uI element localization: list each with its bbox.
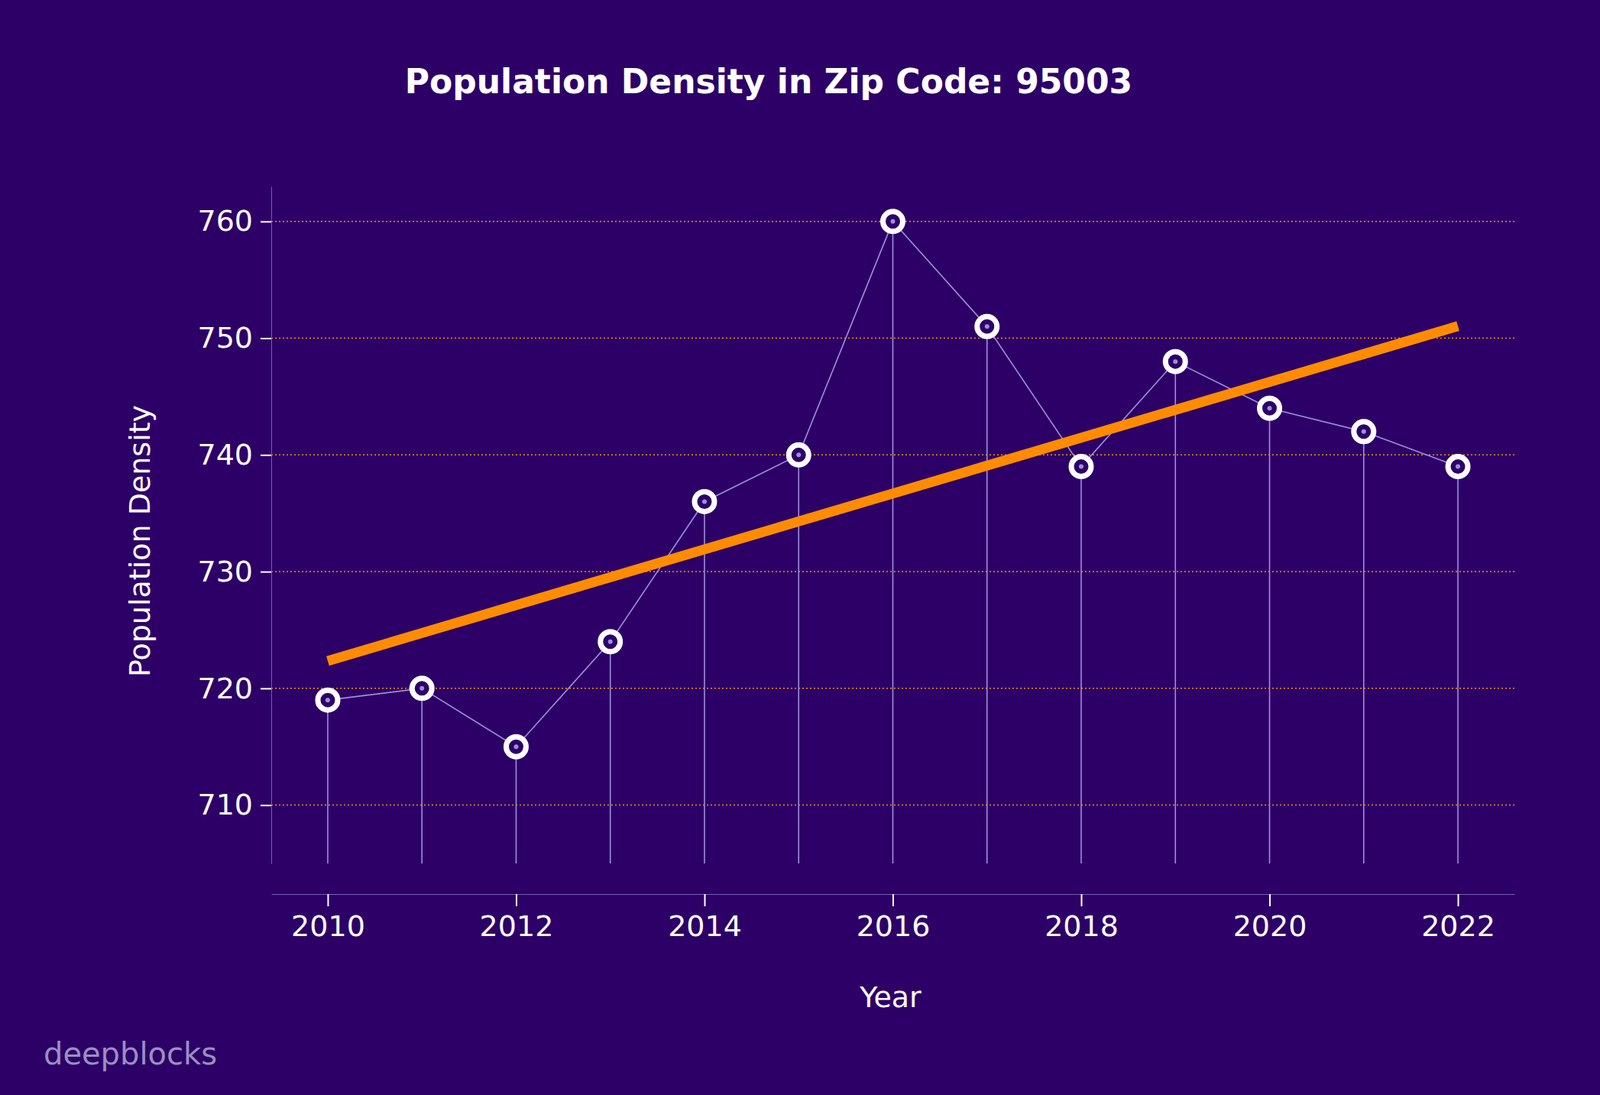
watermark: deepblocks	[43, 1036, 218, 1072]
title: Population Density in Zip Code: 95003	[404, 61, 1133, 101]
marker-center	[608, 639, 613, 645]
marker-center	[513, 744, 519, 749]
y-tick: 720	[197, 671, 272, 706]
x-tick: 2010	[291, 893, 366, 943]
x-axis-title: Year	[858, 980, 922, 1014]
marker-center	[1078, 464, 1084, 470]
stem	[609, 641, 612, 864]
y-tick-mark	[260, 571, 272, 574]
x-tick: 2020	[1233, 893, 1308, 943]
marker-center	[1455, 464, 1461, 470]
marker-center	[890, 219, 896, 224]
marker	[1353, 421, 1374, 442]
y-axis: 710 720 730 740 750 760	[197, 187, 272, 865]
marker-center	[1172, 359, 1178, 364]
y-tick-label: 730	[197, 554, 253, 589]
x-tick-mark	[515, 893, 518, 907]
y-tick: 750	[197, 320, 272, 355]
stem	[1080, 466, 1082, 864]
y-tick-mark	[260, 804, 272, 807]
y-axis-title: Population Density	[123, 404, 157, 677]
chart: 7107207307407507602010201220142016201820…	[0, 0, 1600, 1095]
marker-center	[796, 452, 801, 457]
y-tick: 730	[197, 554, 272, 589]
marker	[883, 211, 904, 232]
marker-center	[1361, 429, 1367, 435]
marker-center	[419, 686, 425, 691]
stem	[986, 326, 988, 864]
y-tick: 760	[197, 204, 272, 238]
y-tick-label: 760	[197, 204, 253, 238]
stem	[421, 688, 423, 864]
x-tick-label: 2012	[479, 909, 554, 943]
stem	[515, 746, 518, 864]
marker-center	[984, 323, 990, 329]
marker	[788, 444, 809, 465]
marker	[694, 491, 715, 512]
marker	[1165, 351, 1186, 372]
y-tick-label: 750	[197, 320, 253, 355]
stem	[1174, 361, 1176, 864]
marker	[600, 631, 621, 652]
marker	[977, 316, 998, 337]
x-tick: 2012	[479, 893, 554, 943]
x-tick: 2018	[1044, 893, 1119, 943]
y-tick-label: 710	[197, 787, 253, 822]
x-axis: 2010 2012 2014 2016 2018 2020 2022	[272, 893, 1516, 943]
y-tick: 740	[197, 437, 272, 472]
stem	[1363, 431, 1365, 864]
trend-line	[327, 326, 1458, 661]
x-tick-label: 2022	[1421, 909, 1496, 943]
x-tick-label: 2010	[291, 909, 366, 943]
marker	[411, 678, 432, 699]
background	[0, 0, 1600, 1095]
y-tick-mark	[260, 337, 272, 340]
x-tick-mark	[1269, 893, 1271, 907]
stem	[1269, 408, 1271, 864]
marker-center	[702, 498, 707, 504]
y-tick-label: 720	[197, 671, 253, 706]
y-axis-line	[271, 187, 273, 865]
x-tick-label: 2014	[667, 909, 742, 943]
marker	[505, 736, 526, 757]
stem	[892, 221, 894, 864]
y-tick-mark	[260, 687, 272, 690]
series-line	[327, 221, 1458, 747]
marker	[317, 689, 338, 710]
x-tick: 2022	[1421, 893, 1496, 943]
marker-center	[1267, 405, 1273, 411]
y-tick-mark	[260, 454, 272, 457]
x-tick-label: 2020	[1233, 909, 1308, 943]
x-tick-mark	[1081, 893, 1083, 907]
stem	[703, 501, 706, 864]
marker-center	[325, 697, 331, 703]
x-tick: 2016	[856, 893, 931, 943]
y-tick-label: 740	[197, 437, 253, 472]
x-tick-mark	[327, 893, 329, 907]
x-tick-label: 2018	[1044, 909, 1119, 943]
marker	[1259, 398, 1280, 418]
stem	[1457, 466, 1459, 864]
stem	[327, 699, 329, 864]
y-tick-mark	[260, 220, 272, 223]
marker	[1447, 456, 1468, 477]
x-tick-mark	[892, 893, 894, 907]
plot-area	[317, 211, 1468, 864]
x-tick-label: 2016	[856, 909, 931, 943]
y-tick: 710	[197, 787, 272, 822]
marker	[1071, 456, 1092, 477]
x-tick-mark	[703, 893, 706, 907]
x-tick-mark	[1457, 893, 1460, 907]
x-tick: 2014	[667, 893, 742, 943]
